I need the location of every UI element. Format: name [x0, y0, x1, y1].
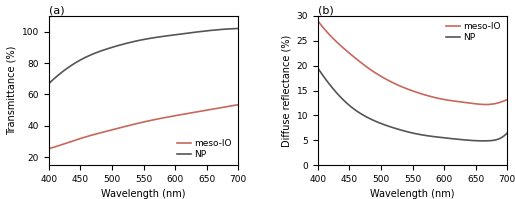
NP — [405, 131, 411, 133]
Legend: meso-IO, NP: meso-IO, NP — [444, 20, 503, 44]
NP — [315, 67, 321, 69]
Text: (a): (a) — [49, 5, 64, 15]
meso-IO — [235, 103, 242, 106]
NP — [235, 27, 242, 30]
NP — [427, 135, 434, 137]
NP — [470, 139, 476, 142]
NP — [231, 27, 237, 30]
NP — [504, 132, 510, 134]
NP — [417, 133, 423, 136]
Line: NP: NP — [49, 28, 238, 83]
meso-IO — [504, 98, 510, 101]
meso-IO — [483, 103, 489, 106]
Text: (b): (b) — [318, 5, 334, 15]
NP — [159, 35, 165, 38]
meso-IO — [417, 92, 423, 95]
meso-IO — [470, 102, 476, 105]
meso-IO — [148, 119, 154, 121]
meso-IO — [427, 95, 434, 98]
meso-IO — [405, 88, 411, 90]
NP — [201, 30, 207, 32]
NP — [406, 131, 412, 133]
NP — [480, 140, 487, 142]
meso-IO — [406, 88, 412, 91]
NP — [46, 82, 52, 85]
meso-IO — [500, 100, 506, 102]
meso-IO — [159, 117, 165, 119]
meso-IO — [231, 104, 237, 107]
Line: meso-IO: meso-IO — [49, 105, 238, 149]
meso-IO — [136, 122, 142, 124]
NP — [136, 39, 142, 42]
meso-IO — [137, 122, 143, 124]
Line: meso-IO: meso-IO — [318, 21, 507, 104]
Line: NP: NP — [318, 68, 507, 141]
NP — [148, 37, 154, 39]
meso-IO — [46, 147, 52, 150]
Legend: meso-IO, NP: meso-IO, NP — [176, 137, 234, 161]
NP — [500, 135, 506, 138]
meso-IO — [201, 109, 207, 112]
Y-axis label: Diffuse reflectance (%): Diffuse reflectance (%) — [281, 34, 291, 147]
NP — [137, 39, 143, 41]
meso-IO — [315, 20, 321, 22]
X-axis label: Wavelength (nm): Wavelength (nm) — [370, 189, 455, 199]
Y-axis label: Transmittance (%): Transmittance (%) — [6, 46, 16, 135]
X-axis label: Wavelength (nm): Wavelength (nm) — [101, 189, 186, 199]
